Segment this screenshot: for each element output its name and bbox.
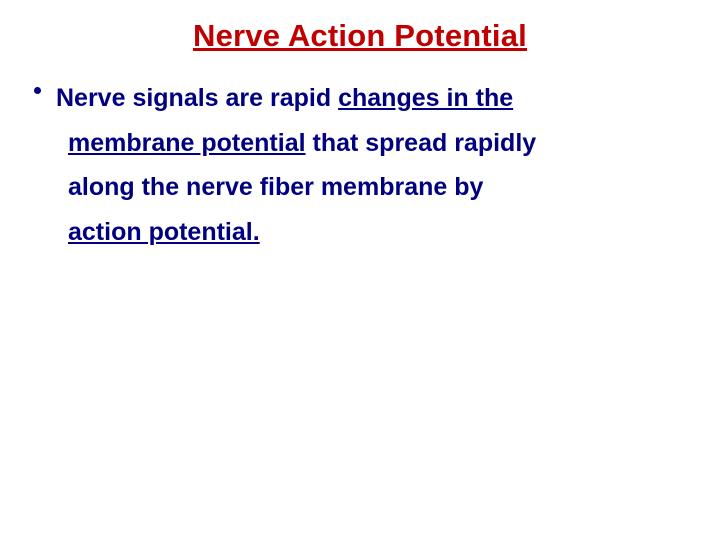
bullet-line: membrane potential that spread rapidly xyxy=(56,121,694,166)
slide: Nerve Action Potential Nerve signals are… xyxy=(0,0,720,540)
bullet-line: Nerve signals are rapid changes in the xyxy=(56,76,694,121)
bullet-line: along the nerve fiber membrane by xyxy=(56,165,694,210)
bullet-list: Nerve signals are rapid changes in theme… xyxy=(26,76,694,254)
text-run: along the nerve fiber membrane by xyxy=(68,173,483,201)
underlined-run: membrane potential xyxy=(68,129,306,157)
bullet-dot-icon xyxy=(34,87,41,94)
text-run: that spread rapidly xyxy=(306,129,537,157)
underlined-run: changes in the xyxy=(338,84,513,112)
text-run: Nerve signals are rapid xyxy=(56,84,338,112)
bullet-text: Nerve signals are rapid changes in theme… xyxy=(56,76,694,254)
bullet-line: action potential. xyxy=(56,210,694,255)
bullet-item: Nerve signals are rapid changes in theme… xyxy=(26,76,694,254)
slide-title: Nerve Action Potential xyxy=(26,18,694,54)
underlined-run: action potential. xyxy=(68,218,260,246)
